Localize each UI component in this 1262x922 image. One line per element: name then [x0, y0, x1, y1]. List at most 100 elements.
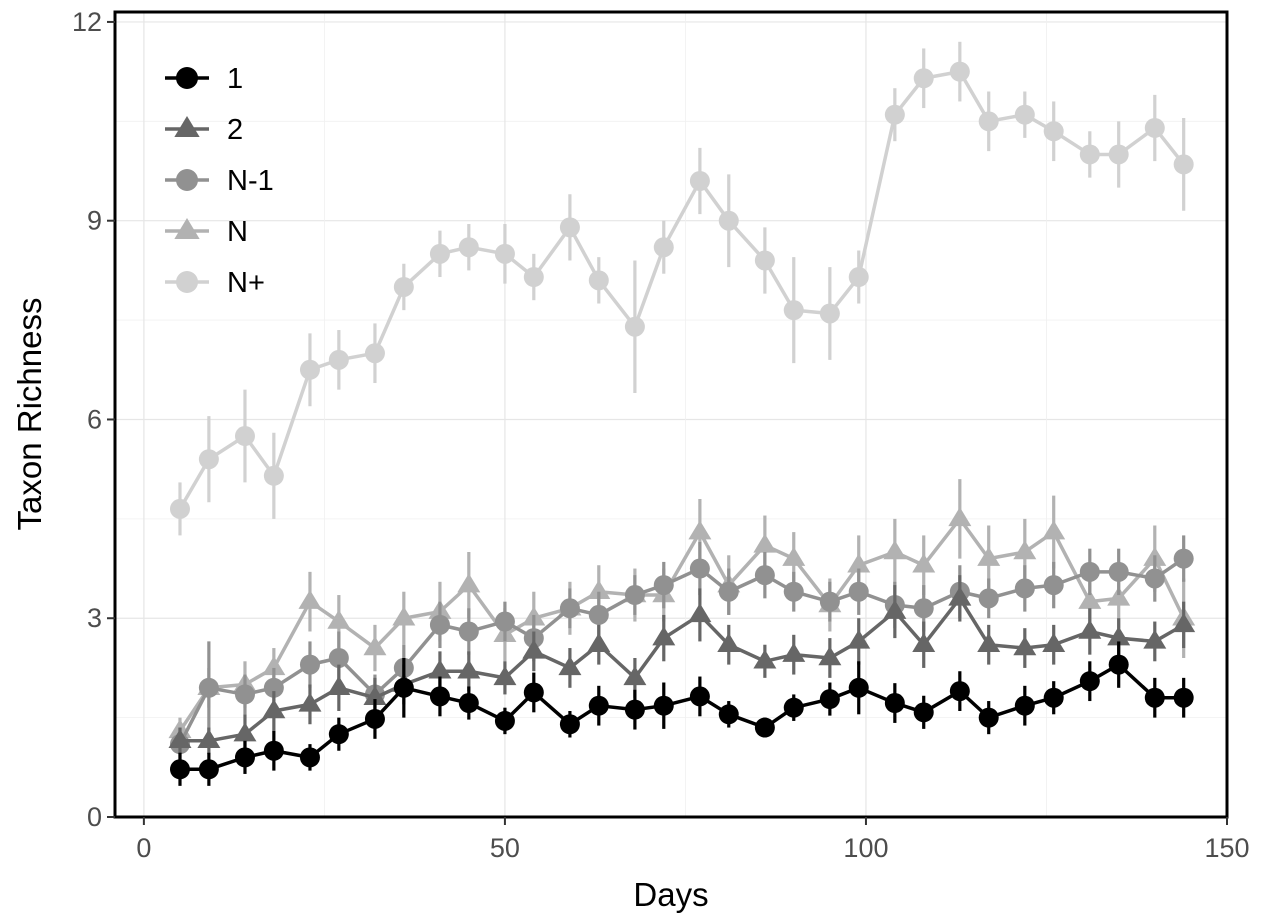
data-point-2	[558, 656, 582, 676]
data-point-1	[653, 695, 674, 716]
data-point-2	[717, 632, 741, 652]
data-point-N-1	[299, 654, 320, 675]
data-point-1	[494, 710, 515, 731]
data-point-N+	[198, 449, 219, 470]
y-tick-label: 3	[87, 603, 102, 633]
data-point-N+	[689, 170, 710, 191]
legend-key-marker	[176, 169, 198, 191]
data-point-N-1	[848, 581, 869, 602]
data-point-N-1	[754, 565, 775, 586]
series-line-2	[179, 596, 1185, 743]
data-point-1	[949, 681, 970, 702]
data-point-N+	[848, 267, 869, 288]
data-point-1	[754, 717, 775, 738]
data-point-N-1	[624, 585, 645, 606]
data-point-N-1	[819, 591, 840, 612]
data-point-N+	[1043, 121, 1064, 142]
data-point-N	[1042, 520, 1066, 540]
data-point-N+	[718, 210, 739, 231]
data-point-2	[587, 632, 611, 652]
data-point-N+	[393, 276, 414, 297]
x-tick-label: 0	[136, 833, 151, 863]
data-point-N	[912, 553, 936, 573]
data-point-N-1	[458, 621, 479, 642]
data-point-N	[847, 553, 871, 573]
series-N+	[169, 41, 1194, 536]
data-point-2	[818, 646, 842, 666]
data-point-2	[883, 599, 907, 619]
data-point-N+	[1173, 154, 1194, 175]
data-point-N-1	[1043, 575, 1064, 596]
data-point-N+	[653, 237, 674, 258]
data-point-1	[1144, 687, 1165, 708]
data-point-N	[753, 533, 777, 553]
data-point-1	[1043, 687, 1064, 708]
data-point-1	[299, 747, 320, 768]
data-point-N-1	[783, 581, 804, 602]
data-point-1	[913, 702, 934, 723]
data-point-1	[364, 708, 385, 729]
x-tick-label: 50	[490, 833, 520, 863]
data-point-1	[718, 704, 739, 725]
data-point-1	[588, 695, 609, 716]
data-point-2	[457, 659, 481, 679]
data-point-1	[884, 693, 905, 714]
data-point-N+	[458, 237, 479, 258]
data-point-N	[883, 540, 907, 560]
y-tick-label: 12	[72, 7, 102, 37]
data-point-N-1	[1108, 561, 1129, 582]
data-point-2	[1042, 632, 1066, 652]
data-point-N+	[783, 300, 804, 321]
data-point-1	[978, 707, 999, 728]
data-point-2	[1143, 629, 1167, 649]
data-point-2	[233, 722, 257, 742]
data-point-2	[428, 659, 452, 679]
legend-key-marker	[174, 116, 200, 137]
data-point-N-1	[559, 598, 580, 619]
legend-label: N-1	[227, 165, 274, 197]
data-point-N+	[1144, 117, 1165, 138]
legend-label: 2	[227, 114, 243, 146]
data-point-1	[559, 714, 580, 735]
legend: 1 2 N-1 N N+	[165, 63, 274, 299]
data-point-N+	[624, 316, 645, 337]
data-point-N	[1013, 540, 1037, 560]
legend-item-N+: N+	[165, 267, 265, 299]
data-point-N+	[884, 104, 905, 125]
data-point-N+	[263, 465, 284, 486]
data-point-N-1	[234, 684, 255, 705]
series-2	[168, 575, 1196, 755]
data-point-N+	[1079, 144, 1100, 165]
legend-label: N	[227, 216, 248, 248]
data-point-1	[1079, 671, 1100, 692]
data-point-N	[587, 579, 611, 599]
data-point-1	[263, 740, 284, 761]
data-point-2	[912, 632, 936, 652]
data-point-1	[848, 677, 869, 698]
data-point-2	[262, 699, 286, 719]
data-point-1	[234, 747, 255, 768]
data-point-N-1	[913, 598, 934, 619]
data-point-2	[363, 685, 387, 705]
data-point-N	[457, 573, 481, 593]
data-point-N-1	[689, 558, 710, 579]
data-point-N-1	[1014, 578, 1035, 599]
data-point-2	[847, 629, 871, 649]
legend-label: N+	[227, 267, 265, 299]
data-point-2	[1078, 619, 1102, 639]
legend-item-2: 2	[165, 114, 243, 146]
data-point-N-1	[1144, 568, 1165, 589]
data-point-1	[1014, 695, 1035, 716]
data-point-N+	[1014, 104, 1035, 125]
legend-item-N-1: N-1	[165, 165, 274, 197]
data-point-N-1	[653, 575, 674, 596]
data-point-N+	[978, 111, 999, 132]
data-point-N-1	[1173, 548, 1194, 569]
panel-border	[113, 10, 1229, 819]
data-point-1	[169, 759, 190, 780]
data-point-N-1	[198, 677, 219, 698]
data-point-N-1	[494, 611, 515, 632]
data-point-N+	[588, 270, 609, 291]
